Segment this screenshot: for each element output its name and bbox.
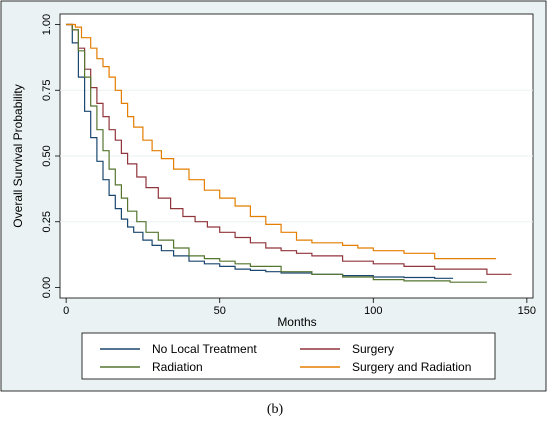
series-line-3: [66, 23, 497, 260]
x-tick-label: 100: [364, 305, 382, 317]
series-lines: [66, 23, 512, 283]
legend-label-0: No Local Treatment: [152, 342, 257, 356]
y-tick-label: 1.00: [41, 14, 53, 35]
y-axis: 0.00 0.25 0.50 0.75 1.00: [41, 14, 60, 298]
x-axis-label: Months: [277, 315, 316, 329]
x-axis: 0 50 100 150: [63, 298, 536, 317]
y-tick-label: 0.75: [41, 80, 53, 101]
x-tick-label: 50: [214, 305, 226, 317]
x-tick-label: 0: [63, 305, 69, 317]
x-tick-label: 150: [518, 305, 536, 317]
y-tick-label: 0.00: [41, 277, 53, 298]
y-tick-label: 0.25: [41, 211, 53, 232]
figure-caption: (b): [266, 402, 284, 417]
legend-label-1: Surgery: [352, 342, 394, 356]
series-line-1: [66, 23, 512, 275]
legend-label-3: Surgery and Radiation: [352, 360, 471, 374]
y-tick-label: 0.50: [41, 145, 53, 166]
series-line-2: [66, 23, 487, 283]
y-axis-label: Overall Survival Probability: [11, 84, 25, 227]
legend-label-2: Radiation: [152, 360, 203, 374]
legend: No Local Treatment Surgery Radiation Surger…: [100, 342, 471, 374]
legend-box: [81, 332, 496, 380]
